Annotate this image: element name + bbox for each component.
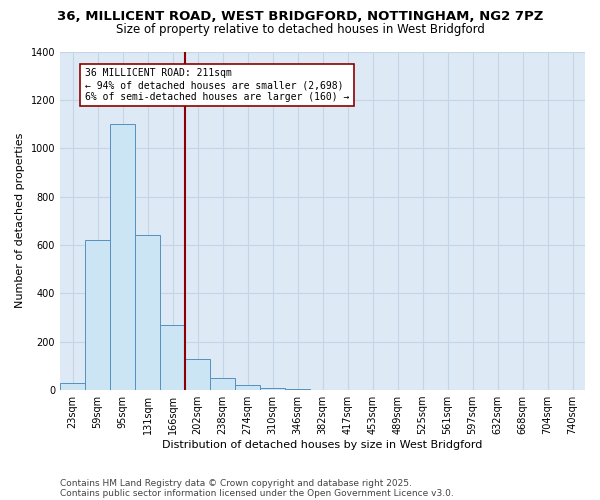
Bar [60, 383, 85, 390]
Text: 36, MILLICENT ROAD, WEST BRIDGFORD, NOTTINGHAM, NG2 7PZ: 36, MILLICENT ROAD, WEST BRIDGFORD, NOTT… [57, 10, 543, 23]
Bar [260, 388, 285, 390]
X-axis label: Distribution of detached houses by size in West Bridgford: Distribution of detached houses by size … [163, 440, 483, 450]
Bar [185, 358, 210, 390]
Bar [210, 378, 235, 390]
Text: 36 MILLICENT ROAD: 211sqm
← 94% of detached houses are smaller (2,698)
6% of sem: 36 MILLICENT ROAD: 211sqm ← 94% of detac… [85, 68, 349, 102]
Bar [85, 240, 110, 390]
Bar [160, 325, 185, 390]
Bar [285, 389, 310, 390]
Text: Contains HM Land Registry data © Crown copyright and database right 2025.: Contains HM Land Registry data © Crown c… [60, 478, 412, 488]
Bar [235, 385, 260, 390]
Text: Contains public sector information licensed under the Open Government Licence v3: Contains public sector information licen… [60, 488, 454, 498]
Bar [135, 236, 160, 390]
Bar [110, 124, 135, 390]
Text: Size of property relative to detached houses in West Bridgford: Size of property relative to detached ho… [116, 22, 484, 36]
Y-axis label: Number of detached properties: Number of detached properties [15, 133, 25, 308]
